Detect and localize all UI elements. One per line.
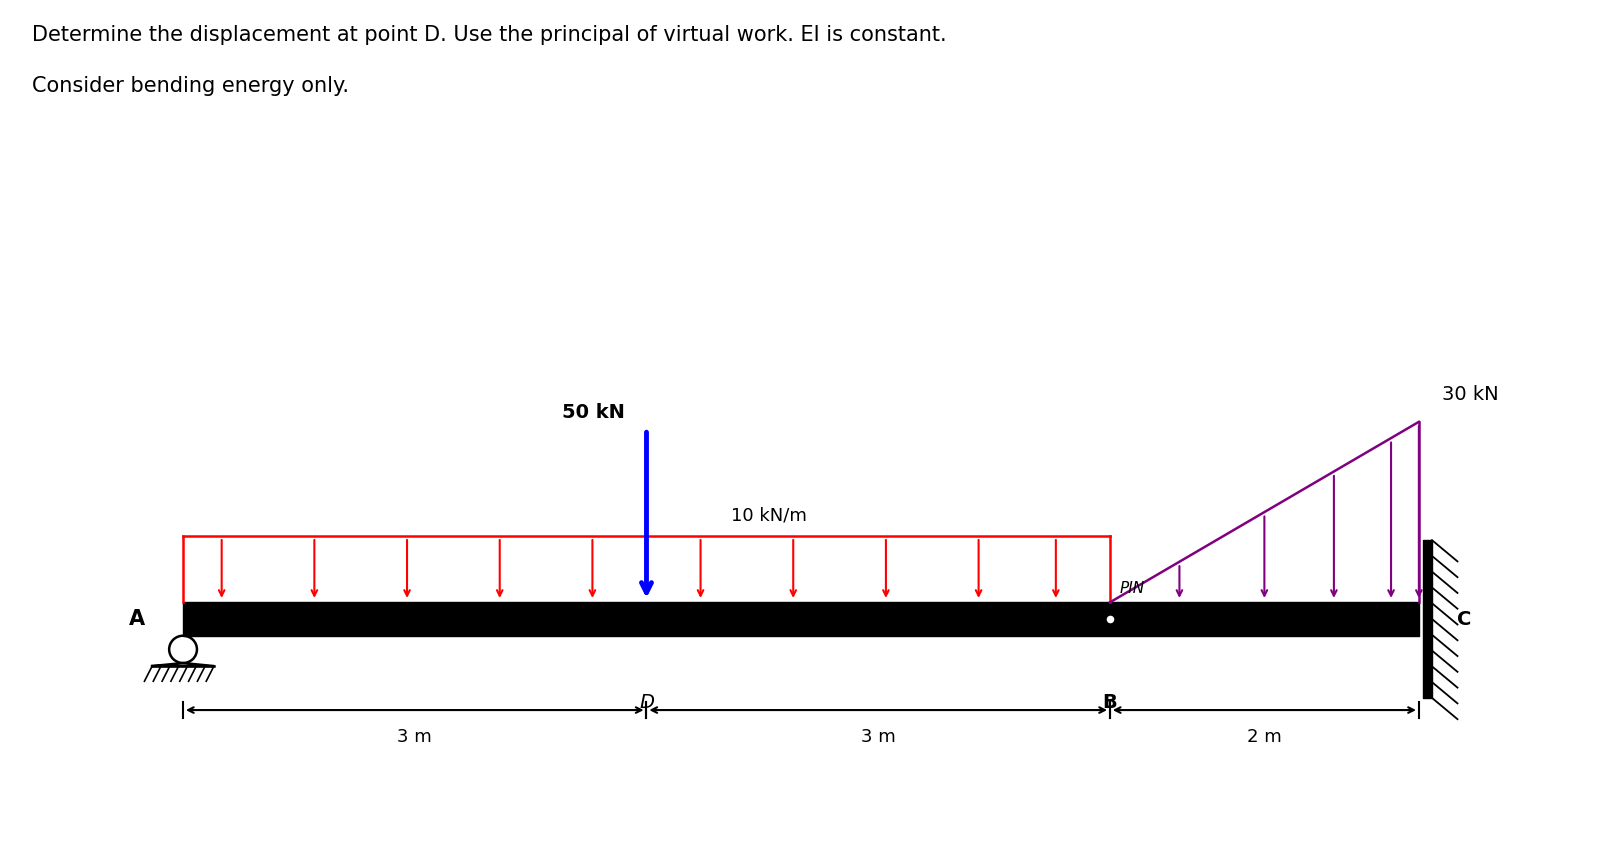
Text: 3 m: 3 m [861, 728, 895, 746]
Text: 3 m: 3 m [397, 728, 431, 746]
Text: A: A [128, 609, 144, 629]
Text: D: D [639, 694, 654, 712]
Text: Determine the displacement at point D. Use the principal of virtual work. EI is : Determine the displacement at point D. U… [32, 25, 947, 46]
Text: 50 kN: 50 kN [561, 403, 624, 422]
Text: Consider bending energy only.: Consider bending energy only. [32, 76, 349, 96]
Text: C: C [1458, 609, 1471, 629]
Text: B: B [1103, 694, 1118, 712]
Text: PIN: PIN [1119, 581, 1144, 596]
Text: 30 kN: 30 kN [1442, 385, 1499, 404]
Text: 2 m: 2 m [1247, 728, 1281, 746]
Text: 10 kN/m: 10 kN/m [732, 507, 808, 525]
